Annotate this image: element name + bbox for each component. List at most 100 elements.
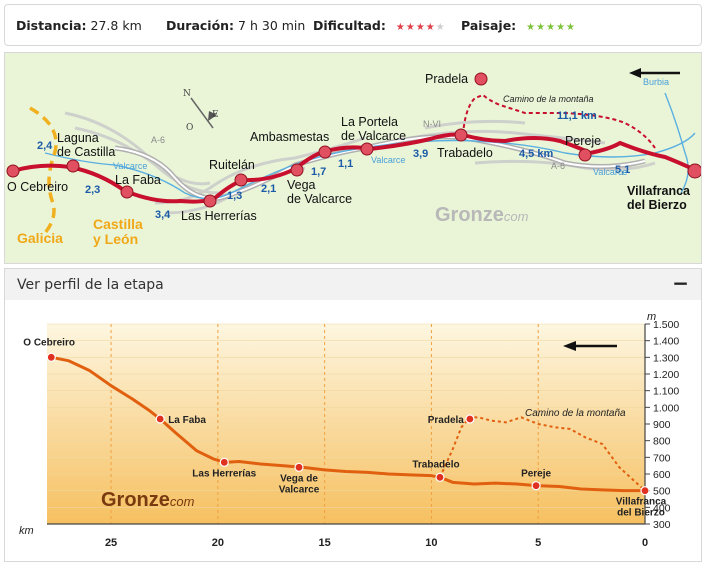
mountain-route-label: Camino de la montaña [525, 408, 626, 419]
y-tick-label: 600 [653, 469, 671, 481]
town-marker-o-cebreiro[interactable] [6, 164, 20, 178]
profile-title: Ver perfil de la etapa [17, 277, 164, 293]
waypoint-marker [294, 462, 304, 472]
mountain-route [462, 93, 656, 149]
waypoint-marker [465, 414, 475, 424]
distance-label-3: 3,4 [155, 209, 171, 221]
town-label-trabadelo: Trabadelo [437, 146, 493, 160]
town-label-las-herrerias: Las Herrerías [181, 209, 257, 223]
distance-label-6: 1,7 [311, 166, 326, 178]
waypoint-label: Las Herrerías [192, 468, 256, 479]
waypoint-marker [531, 481, 541, 491]
town-marker-las-herrerias[interactable] [203, 194, 217, 208]
river-label-3: Valcarce [593, 167, 627, 177]
waypoint-label: Pradela [428, 415, 465, 426]
waypoint-marker [46, 352, 56, 362]
town-marker-pereje[interactable] [578, 148, 592, 162]
profile-section-header[interactable]: Ver perfil de la etapa − [4, 268, 702, 300]
river-label-4: Burbia [643, 77, 669, 87]
waypoint-label: La Faba [168, 415, 206, 426]
x-tick-label: 20 [212, 537, 224, 549]
landscape-rating: ★★★★★ [526, 22, 576, 33]
profile-watermark: Gronzecom [101, 489, 195, 511]
y-tick-label: 1.100 [653, 386, 679, 398]
rating-star-icon: ★ [395, 22, 406, 33]
town-label-la-faba: La Faba [115, 173, 161, 187]
distance-label-11: 11,1 km [557, 110, 597, 122]
map-watermark: Gronzecom [435, 204, 529, 226]
road-label-nvi: N-VI [423, 119, 441, 129]
town-marker-ruitelan[interactable] [234, 173, 248, 187]
town-marker-laguna[interactable] [66, 159, 80, 173]
town-label-o-cebreiro: O Cebreiro [7, 180, 68, 194]
town-marker-villafranca[interactable] [687, 163, 702, 179]
elevation-profile: 300 400 500 600 700 800 900 1.000 1.100 1.200 1.30… [4, 300, 702, 562]
collapse-icon[interactable]: − [672, 271, 689, 295]
distance-label-7: 1,1 [338, 158, 353, 170]
town-marker-pradela[interactable] [474, 72, 488, 86]
distance-label-2: 2,3 [85, 184, 100, 196]
waypoint-label: Pereje [521, 469, 551, 480]
x-tick-label: 5 [535, 537, 541, 549]
waypoint-marker [640, 486, 650, 496]
river-label-1: Valcarce [113, 161, 147, 171]
town-marker-la-faba[interactable] [120, 185, 134, 199]
rating-star-icon: ★ [405, 22, 416, 33]
waypoint-label: Villafranca del Bierzo [616, 497, 667, 519]
compass-e-label: E [212, 110, 219, 120]
x-tick-label: 10 [425, 537, 437, 549]
stage-stats-bar: Distancia: 27.8 km Duración: 7 h 30 min … [4, 4, 702, 46]
difficulty-label: Dificultad: [313, 18, 386, 33]
town-label-ruitelan: Ruitelán [209, 158, 255, 172]
town-label-portela: La Portela de Valcarce [341, 115, 406, 143]
route-map[interactable]: N O E O Cebreiro Laguna de Castilla La Fa… [4, 52, 702, 264]
rating-star-icon: ★ [526, 22, 537, 33]
y-tick-label: 1.200 [653, 369, 679, 381]
waypoint-marker [435, 472, 445, 482]
road-label-a6-1: A-6 [151, 135, 165, 145]
town-label-villafranca: Villafranca del Bierzo [627, 184, 691, 212]
mountain-route-line [439, 416, 646, 492]
y-tick-label: 500 [653, 486, 671, 498]
rating-star-icon: ★ [566, 22, 577, 33]
distance-stat: Distancia: 27.8 km [16, 18, 142, 33]
duration-value: 7 h 30 min [238, 18, 306, 33]
waypoint-marker [219, 457, 229, 467]
y-tick-label: 1.000 [653, 402, 679, 414]
x-tick-label: 25 [105, 537, 117, 549]
y-axis-label: m [647, 311, 656, 323]
rating-star-icon: ★ [415, 22, 426, 33]
waypoint-label: O Cebreiro [23, 337, 75, 348]
y-tick-label: 1.400 [653, 336, 679, 348]
town-label-ambasmestas: Ambasmestas [250, 130, 329, 144]
town-label-laguna: Laguna de Castilla [57, 131, 115, 159]
town-marker-vega[interactable] [290, 163, 304, 177]
town-label-vega: Vega de Valcarce [287, 178, 352, 206]
direction-arrow-head-icon [563, 341, 576, 351]
town-markers [6, 72, 702, 208]
waypoint-label: Trabadelo [412, 459, 459, 470]
y-tick-label: 700 [653, 452, 671, 464]
waypoint-label: Vega de Valcarce [279, 473, 320, 495]
waypoint-marker [155, 414, 165, 424]
compass-rose-icon: N O E [183, 89, 219, 133]
duration-stat: Duración: 7 h 30 min [166, 18, 305, 33]
y-tick-label: 900 [653, 419, 671, 431]
town-marker-trabadelo[interactable] [454, 128, 468, 142]
duration-label: Duración: [166, 18, 235, 33]
difficulty-rating: ★★★★★ [396, 22, 446, 33]
y-tick-label: 1.300 [653, 352, 679, 364]
town-label-pereje: Pereje [565, 134, 601, 148]
town-marker-ambasmestas[interactable] [318, 145, 332, 159]
rating-star-icon: ★ [556, 22, 567, 33]
x-tick-label: 0 [642, 537, 648, 549]
direction-arrow-icon [629, 68, 680, 78]
river-label-2: Valcarce [371, 155, 405, 165]
town-marker-portela[interactable] [360, 142, 374, 156]
road-label-a6-2: A-6 [551, 161, 565, 171]
x-axis-label: km [19, 525, 34, 537]
region-boundary [29, 106, 58, 235]
difficulty-stat: Dificultad: ★★★★★ [313, 18, 446, 33]
rating-star-icon: ★ [435, 22, 446, 33]
rating-star-icon: ★ [546, 22, 557, 33]
